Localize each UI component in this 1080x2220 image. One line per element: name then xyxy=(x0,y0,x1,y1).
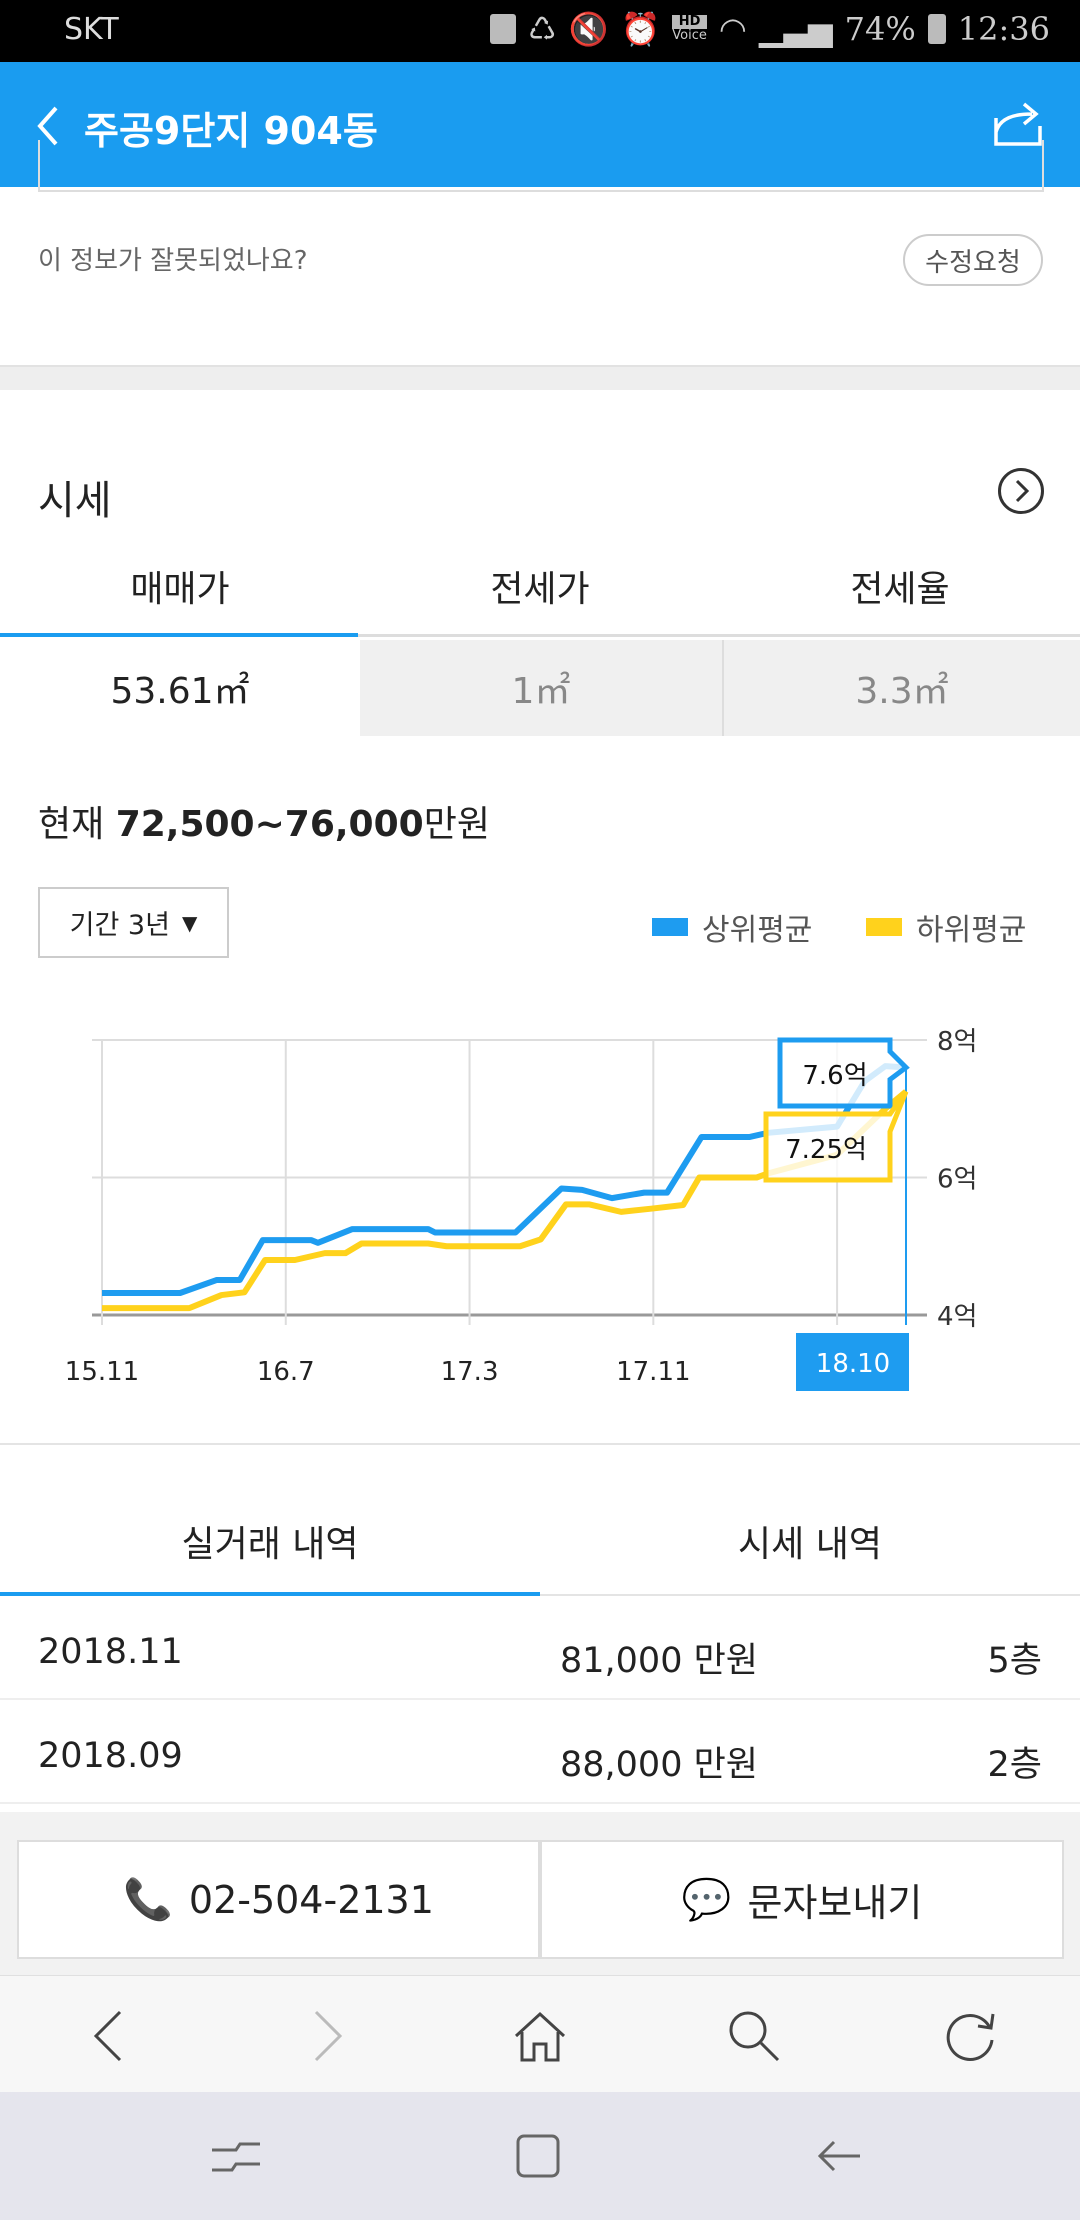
x-tick-label: 17.11 xyxy=(616,1357,690,1387)
wifi-icon: ◠ xyxy=(718,10,747,48)
sms-button[interactable]: 💬 문자보내기 xyxy=(540,1840,1064,1959)
current-price: 현재 72,500~76,000만원 xyxy=(38,795,490,847)
info-box xyxy=(38,140,1044,192)
chat-bubble-icon: 💬 xyxy=(681,1877,732,1923)
system-nav-bar xyxy=(0,2092,1080,2220)
hd-label: HD xyxy=(672,15,707,29)
series-line-lower xyxy=(102,1089,908,1312)
tab-jeonse-price[interactable]: 전세가 xyxy=(490,569,590,610)
back-icon[interactable] xyxy=(34,104,62,148)
back-button-icon[interactable] xyxy=(810,2126,870,2186)
legend-lower: 하위평균 xyxy=(866,905,1026,949)
status-bar: SKT ♺ 🔇 ⏰ HD Voice ◠ ▁▃▅ 74% 12:36 xyxy=(0,0,1080,62)
home-button-icon[interactable] xyxy=(508,2126,568,2186)
deal-tab-indicator xyxy=(0,1592,540,1596)
period-label: 기간 3년 xyxy=(69,910,170,941)
selected-x-label: 18.10 xyxy=(816,1349,890,1379)
upper-tooltip-label: 7.6억 xyxy=(802,1061,867,1091)
y-tick-label: 4억 xyxy=(937,1302,977,1332)
table-row: 2018.09 88,000 만원 2층 xyxy=(0,1704,1080,1804)
caret-down-icon: ▼ xyxy=(181,910,198,935)
tab-divider xyxy=(0,1594,1080,1596)
period-dropdown[interactable]: 기간 3년 ▼ xyxy=(38,887,229,958)
x-tick-label: 16.7 xyxy=(257,1357,315,1387)
browser-toolbar xyxy=(0,1975,1080,2092)
page-title: 주공9단지 904동 xyxy=(84,109,378,153)
area-option-3-3[interactable]: 3.3㎡ xyxy=(722,640,1080,736)
forward-icon[interactable] xyxy=(296,2006,356,2066)
upper-tooltip xyxy=(777,1037,910,1109)
lower-tooltip xyxy=(763,1090,909,1183)
signal-icon: ▁▃▅ xyxy=(758,10,833,48)
legend-swatch-lower xyxy=(866,918,902,936)
current-prefix: 현재 xyxy=(38,804,116,845)
tab-sale-price[interactable]: 매매가 xyxy=(130,569,230,610)
battery-percent: 74% xyxy=(844,10,916,48)
tab-indicator xyxy=(0,633,358,637)
report-question: 이 정보가 잘못되었나요? xyxy=(38,246,308,276)
x-tick-label: 15.11 xyxy=(65,1357,139,1387)
app-header: 주공9단지 904동 xyxy=(0,62,1080,187)
search-icon[interactable] xyxy=(724,2006,784,2066)
tab-real-deals[interactable]: 실거래 내역 xyxy=(181,1524,359,1565)
mute-icon: 🔇 xyxy=(568,10,609,48)
more-arrow-icon[interactable] xyxy=(998,468,1044,514)
y-tick-label: 6억 xyxy=(937,1165,977,1195)
sms-label: 문자보내기 xyxy=(747,1881,923,1925)
share-icon[interactable] xyxy=(990,96,1046,152)
legend-lower-label: 하위평균 xyxy=(916,913,1027,948)
recent-apps-icon[interactable] xyxy=(206,2126,266,2186)
alarm-icon: ⏰ xyxy=(620,10,661,48)
back-icon[interactable] xyxy=(80,2006,140,2066)
deal-price: 81,000 만원 xyxy=(560,1641,758,1681)
tab-price-history[interactable]: 시세 내역 xyxy=(738,1524,882,1565)
selected-x-label-bg xyxy=(796,1333,909,1391)
current-unit: 만원 xyxy=(423,804,490,845)
carrier: SKT xyxy=(64,12,119,47)
deal-floor: 5층 xyxy=(987,1641,1042,1681)
area-option-1[interactable]: 1㎡ xyxy=(360,640,722,736)
x-tick-label: 17.3 xyxy=(441,1357,499,1387)
recycle-icon: ♺ xyxy=(527,10,557,48)
price-chart[interactable]: 8억 6억 4억 15.11 16.7 17.3 17.11 18.10 7.6억 7.25억 xyxy=(0,980,1080,1420)
section-title: 시세 xyxy=(38,478,112,524)
deal-date: 2018.11 xyxy=(38,1632,183,1672)
deal-price: 88,000 만원 xyxy=(560,1745,758,1785)
battery-icon xyxy=(927,14,946,44)
current-range: 72,500~76,000 xyxy=(115,804,424,845)
voice-label: Voice xyxy=(672,28,707,43)
clock: 12:36 xyxy=(957,10,1050,48)
battery-saver-icon xyxy=(489,14,516,44)
table-row: 2018.11 81,000 만원 5층 xyxy=(0,1600,1080,1700)
deal-floor: 2층 xyxy=(987,1745,1042,1785)
lower-tooltip-label: 7.25억 xyxy=(785,1135,867,1165)
y-tick-label: 8억 xyxy=(937,1027,977,1057)
divider xyxy=(0,1443,1080,1445)
call-button[interactable]: 📞 02-504-2131 xyxy=(17,1840,540,1959)
tab-jeonse-ratio[interactable]: 전세율 xyxy=(850,569,950,610)
phone-number: 02-504-2131 xyxy=(188,1877,434,1922)
fix-request-button[interactable]: 수정요청 xyxy=(903,234,1043,286)
phone-icon: 📞 xyxy=(123,1877,173,1923)
tab-divider xyxy=(0,634,1080,637)
legend-swatch-upper xyxy=(652,918,688,936)
home-icon[interactable] xyxy=(510,2006,570,2066)
legend-upper: 상위평균 xyxy=(652,905,812,949)
section-divider xyxy=(0,365,1080,390)
hd-voice-icon: HD Voice xyxy=(672,15,707,43)
legend-upper-label: 상위평균 xyxy=(702,913,813,948)
refresh-icon[interactable] xyxy=(940,2006,1000,2066)
area-option-53[interactable]: 53.61㎡ xyxy=(0,640,360,736)
deal-date: 2018.09 xyxy=(38,1736,183,1776)
